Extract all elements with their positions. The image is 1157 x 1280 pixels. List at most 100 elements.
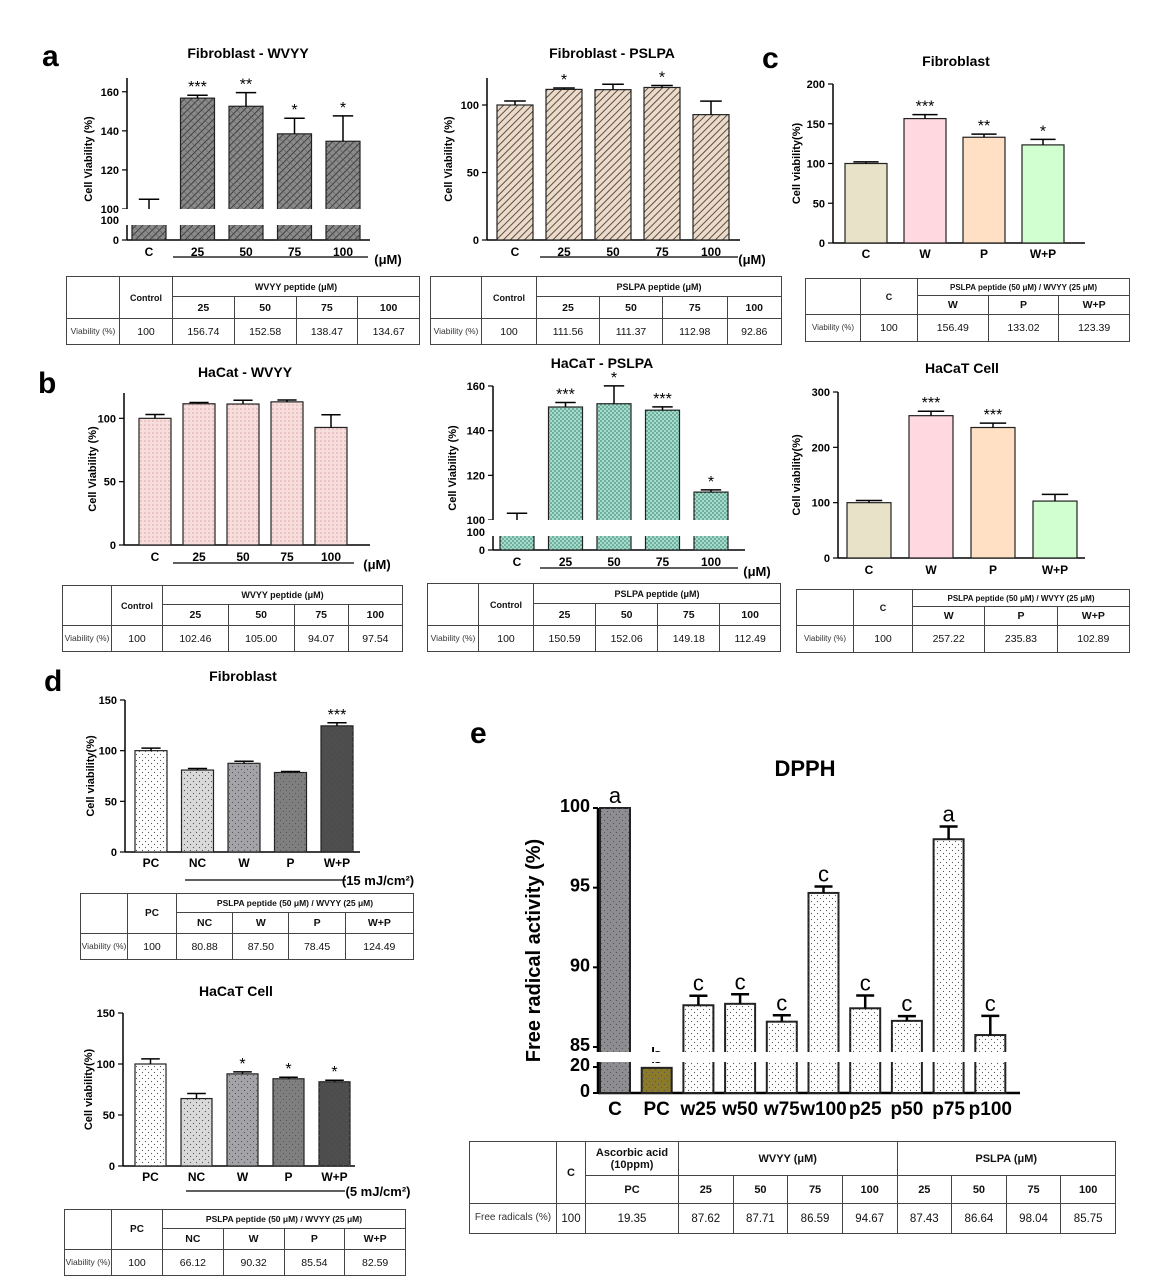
y-tick-label: 0 (473, 235, 479, 247)
significance-mark: * (291, 102, 297, 119)
table-hacat-wvyy: Control WVYY peptide (μM) 25 50 75 100 V… (62, 585, 404, 652)
table-cell: 85.75 (1060, 1203, 1116, 1234)
table-cell: 156.74 (172, 318, 235, 345)
table-cell: 149.18 (657, 625, 721, 652)
table-corner (64, 1209, 112, 1250)
table-col-header: 100 (719, 603, 781, 626)
bar-texture (641, 1067, 672, 1093)
axis-break-gap (590, 1052, 1026, 1062)
significance-mark: *** (984, 407, 1003, 424)
x-tick-label: C (145, 245, 154, 259)
bar-texture (321, 725, 353, 852)
table-col-header: 50 (227, 604, 295, 626)
x-tick-label: 75 (655, 245, 669, 259)
y-tick-label: 100 (97, 1059, 115, 1071)
chart-title: Fibroblast (922, 53, 990, 69)
bar-texture (135, 1064, 166, 1166)
table-row-label: Viability (%) (66, 318, 120, 345)
table-row-label: Viability (%) (62, 625, 112, 652)
table-control-value: 100 (853, 625, 913, 653)
significance-mark: * (239, 1056, 245, 1073)
table-uv-hacat: PC PSLPA peptide (50 μM) / WVYY (25 μM) … (64, 1209, 406, 1276)
table-cell: 90.32 (222, 1249, 285, 1276)
bar (545, 88, 583, 241)
axis-break-gap (119, 209, 376, 225)
table-col-header: 75 (295, 296, 359, 319)
table-row-label: Free radicals (%) (469, 1203, 557, 1234)
bar (270, 401, 304, 546)
table-col-header: 50 (233, 296, 297, 319)
bar-texture (975, 1035, 1006, 1093)
panel-letter-e: e (470, 717, 487, 750)
x-tick-label: W+P (1042, 563, 1068, 577)
table-col-header: 100 (347, 604, 404, 626)
y-tick-label: 150 (97, 1008, 115, 1020)
bar-texture (600, 808, 630, 1093)
bar-texture (228, 763, 260, 852)
x-tick-label: w100 (799, 1099, 846, 1120)
table-group-header: PSLPA peptide (50 μM) / WVYY (25 μM) (912, 589, 1130, 607)
bar-texture (274, 772, 307, 852)
table-group-header: PSLPA peptide (μM) (536, 276, 782, 297)
unit-label: (5 mJ/cm²) (345, 1184, 410, 1199)
table-cell: 98.04 (1005, 1203, 1062, 1234)
table-control-value: 100 (556, 1203, 586, 1234)
table-col-header: W (232, 912, 290, 934)
table-cell: 94.67 (841, 1203, 898, 1234)
bar (970, 426, 1016, 559)
significance-letter: c (860, 971, 871, 996)
table-cell: 85.54 (283, 1249, 346, 1276)
table-control-header: PC (111, 1209, 163, 1250)
table-col-header: NC (162, 1228, 224, 1250)
significance-mark: * (331, 1064, 337, 1081)
table-col-header: 50 (732, 1175, 789, 1204)
table-fibroblast-wvyy: Control WVYY peptide (μM) 25 50 75 100 V… (66, 276, 420, 345)
significance-mark: ** (240, 77, 252, 94)
x-tick-label: C (608, 1099, 622, 1120)
panel-letter-d: d (44, 665, 63, 698)
table-col-header: 75 (1005, 1175, 1062, 1204)
y-tick-label: 50 (104, 477, 116, 489)
table-fibroblast-combo: C PSLPA peptide (50 μM) / WVYY (25 μM) W… (805, 278, 1130, 342)
x-tick-label: P (284, 1170, 292, 1184)
bar-texture (227, 1073, 258, 1166)
bar-texture (725, 1003, 756, 1093)
table-group-header: PSLPA peptide (50 μM) / WVYY (25 μM) (917, 278, 1130, 296)
table-control-value: 100 (119, 318, 173, 345)
table-group-header: WVYY peptide (μM) (162, 585, 403, 605)
x-tick-label: p100 (969, 1099, 1012, 1120)
y-tick-label: 150 (99, 695, 117, 707)
bar (325, 140, 361, 241)
y-tick-label: 150 (807, 119, 825, 131)
table-corner (427, 583, 479, 626)
x-tick-label: 75 (656, 555, 670, 569)
bar (844, 162, 888, 244)
table-ascorbic-value: 19.35 (585, 1203, 679, 1234)
table-corner (66, 276, 120, 319)
x-tick-label: P (286, 856, 294, 870)
y-tick-label: 50 (105, 796, 117, 808)
x-tick-label: PC (643, 1099, 670, 1120)
y-tick-label: 50 (813, 198, 825, 210)
x-tick-label: C (865, 563, 874, 577)
x-tick-label: W (237, 1170, 249, 1184)
table-cell: 87.62 (678, 1203, 734, 1234)
y-tick-label: 160 (467, 381, 485, 393)
table-cell: 235.83 (984, 625, 1058, 653)
x-tick-label: w50 (721, 1099, 758, 1120)
y-axis-label: Cell Viability (%) (447, 425, 459, 511)
y-tick-label: 20 (570, 1055, 590, 1075)
table-cell: 152.06 (595, 625, 659, 652)
table-cell: 66.12 (162, 1249, 224, 1276)
table-control-header: C (556, 1141, 586, 1204)
significance-letter: a (942, 801, 955, 826)
table-cell: 257.22 (911, 625, 986, 653)
significance-letter: c (735, 969, 746, 994)
y-tick-label: 0 (110, 540, 116, 552)
y-tick-label: 100 (101, 204, 119, 216)
x-tick-label: C (513, 555, 522, 569)
table-group-header: WVYY peptide (μM) (172, 276, 420, 297)
chart-title: DPPH (774, 756, 835, 781)
y-axis-label: Cell viability(%) (791, 123, 803, 205)
table-col-header: 75 (657, 603, 721, 626)
